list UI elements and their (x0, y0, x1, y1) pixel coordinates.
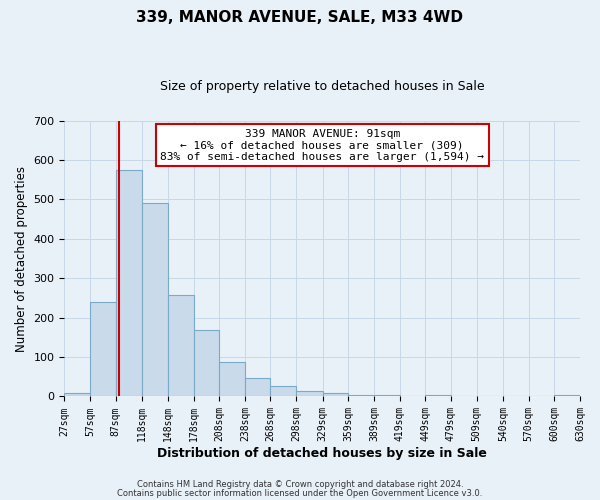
Bar (168, 295, 194, 396)
Bar (323, 392, 348, 396)
Bar (425, 395, 451, 396)
Text: 339 MANOR AVENUE: 91sqm
← 16% of detached houses are smaller (309)
83% of semi-d: 339 MANOR AVENUE: 91sqm ← 16% of detache… (160, 129, 484, 162)
Bar (271, 386, 296, 396)
Bar (64, 392, 90, 396)
Text: Contains public sector information licensed under the Open Government Licence v3: Contains public sector information licen… (118, 488, 482, 498)
Bar (116, 170, 142, 396)
Y-axis label: Number of detached properties: Number of detached properties (15, 166, 28, 352)
X-axis label: Distribution of detached houses by size in Sale: Distribution of detached houses by size … (157, 447, 487, 460)
Text: 339, MANOR AVENUE, SALE, M33 4WD: 339, MANOR AVENUE, SALE, M33 4WD (137, 10, 464, 25)
Bar (348, 394, 374, 396)
Bar (90, 302, 116, 396)
Bar (296, 392, 323, 396)
Bar (142, 204, 168, 396)
Bar (194, 330, 219, 396)
Bar (219, 362, 245, 396)
Bar (245, 378, 271, 396)
Bar (374, 395, 400, 396)
Title: Size of property relative to detached houses in Sale: Size of property relative to detached ho… (160, 80, 485, 93)
Text: Contains HM Land Registry data © Crown copyright and database right 2024.: Contains HM Land Registry data © Crown c… (137, 480, 463, 489)
Bar (554, 395, 580, 396)
